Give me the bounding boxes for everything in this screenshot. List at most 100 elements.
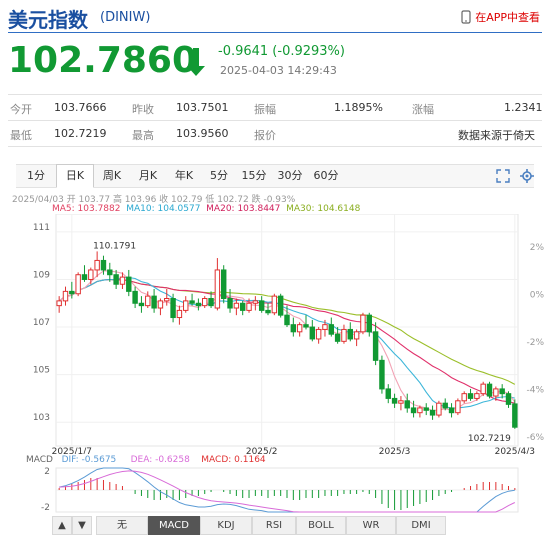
scroll-up-button[interactable]: ▲ [52,516,72,535]
candle-body [88,269,94,280]
candle-body [429,409,436,416]
fullscreen-icon[interactable] [496,169,510,183]
down-arrow-icon [187,48,205,76]
candle [328,317,335,337]
tab-30min[interactable]: 30分 [277,169,303,182]
candle [366,312,372,337]
candle [360,312,366,335]
candle-body [195,302,202,307]
chart-frame [55,214,519,447]
candle-body [442,402,448,409]
candle [315,327,322,344]
stat-value: 102.7219 [54,127,107,140]
macd-value-legend: MACD: 0.1164 [201,455,266,465]
candle-body [258,300,265,311]
candle [505,391,512,408]
candle [170,293,176,323]
stat-label: 昨收 [132,103,154,116]
tab-yearly[interactable]: 年K [174,169,194,182]
candle-body [467,393,474,399]
stats-divider-mid [8,120,542,121]
candle [265,303,271,316]
candle [448,403,455,418]
candle-body [170,298,176,319]
ma5-line [58,270,516,412]
tab-kdj[interactable]: KDJ [200,516,252,535]
candle [309,319,316,342]
open-in-app-link[interactable]: 在APP中查看 [461,9,540,25]
y-tick-label: 103 [33,413,50,423]
tab-rsi[interactable]: RSI [252,516,296,535]
tab-1min[interactable]: 1分 [27,169,45,182]
tab-monthly[interactable]: 月K [138,169,158,182]
header-divider [8,32,542,33]
candle-body [290,324,297,333]
candle [132,286,138,309]
candle-body [309,326,316,340]
candle [404,393,410,413]
stat-value: 103.7666 [54,101,107,114]
stat-value: 103.9560 [176,127,229,140]
macd-chart[interactable]: 2 -2 [0,466,550,514]
candle [252,296,259,311]
candle [347,322,354,342]
phone-icon [461,10,471,24]
candle [372,322,379,366]
tab-weekly[interactable]: 周K [102,169,122,182]
low-label: 102.7219 [468,434,511,444]
candle-body [176,309,183,319]
candle-body [322,324,328,330]
candle [290,317,297,337]
candle [493,386,499,401]
candle-body [296,324,303,333]
tab-daily[interactable]: 日K [56,164,94,188]
macd-tick-label: -2 [41,503,50,513]
tab-boll[interactable]: BOLL [296,516,346,535]
candle [138,296,145,313]
pct-tick-label: 0% [530,290,545,300]
tab-5min[interactable]: 5分 [210,169,228,182]
pct-tick-label: -2% [526,338,544,348]
candle-body [132,290,138,304]
candle [176,305,183,325]
stats-divider-top [8,94,542,95]
candlestick-chart[interactable]: 111 2% 109 0% 107 -2% 105 -4% 103 -6% 2025/1/7 2025… [0,214,550,454]
candle [164,288,170,306]
tab-15min[interactable]: 15分 [241,169,267,182]
candle [474,391,480,401]
candle-body [202,298,208,307]
candle-body [474,393,480,399]
tab-wr[interactable]: WR [346,516,396,535]
candle-body [277,295,284,316]
x-tick-label: 2025/4/3 [495,447,535,454]
candle-body [366,314,372,333]
price-change: -0.9641 (-0.9293%) [218,44,345,59]
candle [233,298,240,316]
tab-60min[interactable]: 60分 [313,169,339,182]
stat-label: 报价 [254,129,276,142]
candle-body [448,407,455,414]
y-tick-label: 107 [33,318,50,328]
tab-dmi[interactable]: DMI [396,516,446,535]
candle [189,293,195,306]
macd-legend-title: MACD [26,455,53,465]
scroll-down-button[interactable]: ▼ [72,516,92,535]
candle-body [138,302,145,307]
quote-timestamp: 2025-04-03 14:29:43 [220,64,337,77]
settings-icon[interactable] [520,169,534,183]
candle-body [493,388,499,397]
tab-none[interactable]: 无 [96,516,148,535]
candle [379,355,385,394]
candle [436,400,442,418]
y-tick-label: 109 [33,270,50,280]
candle-body [455,400,461,414]
candle-body [94,259,100,271]
candle-body [505,393,512,405]
x-tick-label: 2025/1/7 [52,447,92,454]
candle-body [157,300,164,309]
candle-body [239,302,246,311]
candle-body [227,298,233,309]
stat-label: 最高 [132,129,154,142]
candle [258,296,265,313]
tab-macd[interactable]: MACD [148,516,200,535]
